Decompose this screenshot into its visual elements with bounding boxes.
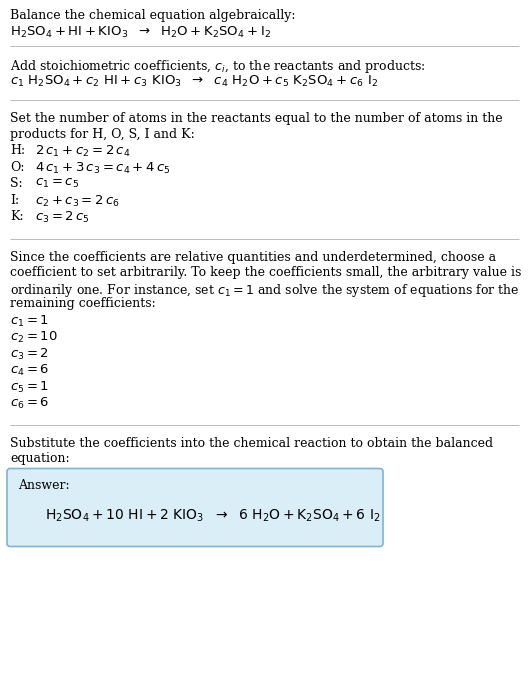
Text: $4\,c_1 + 3\,c_3 = c_4 + 4\,c_5$: $4\,c_1 + 3\,c_3 = c_4 + 4\,c_5$ — [35, 161, 170, 176]
Text: $2\,c_1 + c_2 = 2\,c_4$: $2\,c_1 + c_2 = 2\,c_4$ — [35, 144, 130, 159]
Text: Balance the chemical equation algebraically:: Balance the chemical equation algebraica… — [10, 9, 296, 22]
Text: S:: S: — [10, 177, 23, 190]
Text: $c_1\ \mathrm{H_2SO_4} + c_2\ \mathrm{HI} + c_3\ \mathrm{KIO_3}$  $\rightarrow$ : $c_1\ \mathrm{H_2SO_4} + c_2\ \mathrm{HI… — [10, 74, 378, 89]
Text: $c_3 = 2\,c_5$: $c_3 = 2\,c_5$ — [35, 210, 90, 225]
Text: Since the coefficients are relative quantities and underdetermined, choose a: Since the coefficients are relative quan… — [10, 251, 496, 264]
Text: $c_3 = 2$: $c_3 = 2$ — [10, 346, 49, 361]
Text: Substitute the coefficients into the chemical reaction to obtain the balanced: Substitute the coefficients into the che… — [10, 436, 493, 449]
Text: $c_1 = c_5$: $c_1 = c_5$ — [35, 177, 79, 190]
Text: Set the number of atoms in the reactants equal to the number of atoms in the: Set the number of atoms in the reactants… — [10, 112, 503, 125]
Text: O:: O: — [10, 161, 24, 174]
Text: $\mathrm{H_2SO_4} + \mathrm{HI} + \mathrm{KIO_3}$  $\rightarrow$  $\mathrm{H_2O}: $\mathrm{H_2SO_4} + \mathrm{HI} + \mathr… — [10, 25, 271, 40]
Text: $c_2 = 10$: $c_2 = 10$ — [10, 330, 58, 345]
Text: $c_2 + c_3 = 2\,c_6$: $c_2 + c_3 = 2\,c_6$ — [35, 194, 120, 209]
FancyBboxPatch shape — [7, 469, 383, 546]
Text: Answer:: Answer: — [18, 479, 70, 491]
Text: $c_6 = 6$: $c_6 = 6$ — [10, 396, 49, 411]
Text: H:: H: — [10, 144, 25, 157]
Text: remaining coefficients:: remaining coefficients: — [10, 297, 156, 310]
Text: $c_5 = 1$: $c_5 = 1$ — [10, 379, 49, 394]
Text: ordinarily one. For instance, set $c_1 = 1$ and solve the system of equations fo: ordinarily one. For instance, set $c_1 =… — [10, 282, 519, 298]
Text: coefficient to set arbitrarily. To keep the coefficients small, the arbitrary va: coefficient to set arbitrarily. To keep … — [10, 266, 522, 279]
Text: Add stoichiometric coefficients, $c_i$, to the reactants and products:: Add stoichiometric coefficients, $c_i$, … — [10, 58, 425, 75]
Text: $c_4 = 6$: $c_4 = 6$ — [10, 363, 49, 378]
Text: I:: I: — [10, 194, 19, 207]
Text: products for H, O, S, I and K:: products for H, O, S, I and K: — [10, 128, 195, 141]
Text: equation:: equation: — [10, 452, 70, 465]
Text: K:: K: — [10, 210, 24, 223]
Text: $\mathrm{H_2SO_4} + 10\ \mathrm{HI} + 2\ \mathrm{KIO_3}$  $\rightarrow$  $6\ \ma: $\mathrm{H_2SO_4} + 10\ \mathrm{HI} + 2\… — [45, 508, 381, 524]
Text: $c_1 = 1$: $c_1 = 1$ — [10, 313, 49, 328]
